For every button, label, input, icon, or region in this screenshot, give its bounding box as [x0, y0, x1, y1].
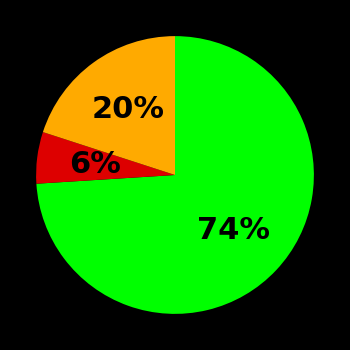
- Text: 20%: 20%: [91, 95, 164, 124]
- Wedge shape: [36, 132, 175, 184]
- Wedge shape: [36, 36, 314, 314]
- Text: 6%: 6%: [69, 150, 121, 180]
- Wedge shape: [43, 36, 175, 175]
- Text: 74%: 74%: [197, 216, 270, 245]
